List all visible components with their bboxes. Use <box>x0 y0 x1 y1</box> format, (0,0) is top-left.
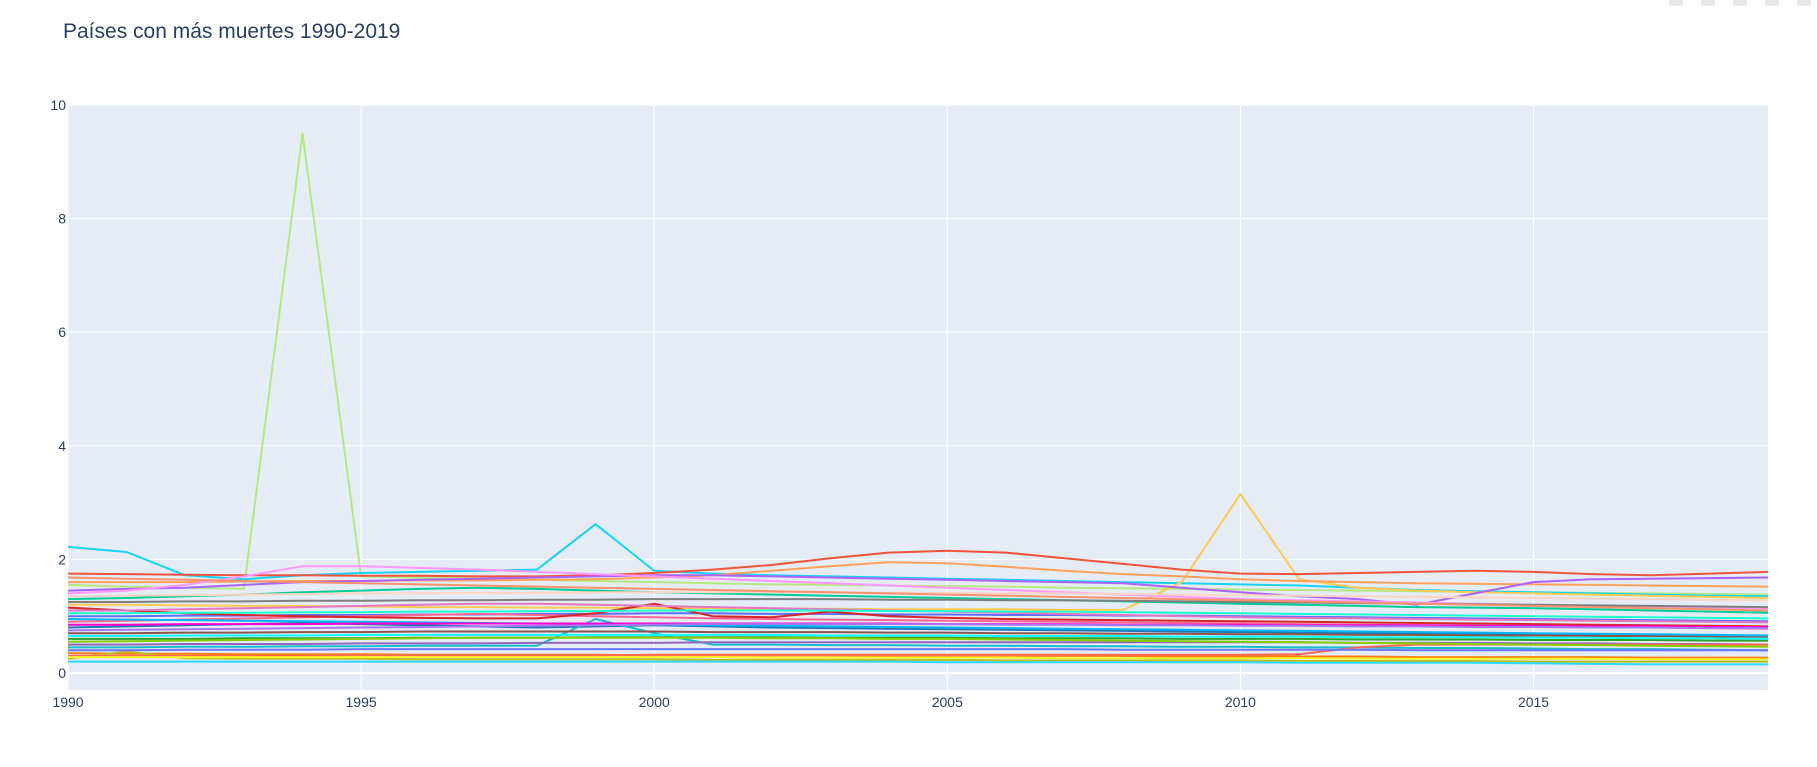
series-line-23[interactable] <box>68 648 1768 652</box>
series-line-11[interactable] <box>67 602 1769 628</box>
pan-icon[interactable] <box>1733 0 1747 6</box>
series-line-25[interactable] <box>67 591 1769 602</box>
series-line-26[interactable] <box>67 636 1769 648</box>
series-line-17[interactable] <box>68 641 1769 646</box>
camera-icon[interactable] <box>1669 0 1683 6</box>
y-tick-label: 4 <box>58 438 66 454</box>
series-line-4[interactable] <box>67 549 1769 578</box>
series-line-15[interactable] <box>67 652 1768 659</box>
zoom-in-icon[interactable] <box>1765 0 1779 6</box>
x-tick-label: 2010 <box>1225 694 1256 710</box>
y-tick-label: 2 <box>58 551 66 567</box>
x-tick-label: 1990 <box>52 694 83 710</box>
zoom-out-icon[interactable] <box>1797 0 1811 6</box>
chart-title: Países con más muertes 1990-2019 <box>63 20 401 43</box>
series-line-9[interactable] <box>68 612 1769 623</box>
series-line-14[interactable] <box>68 618 1769 652</box>
zoom-icon[interactable] <box>1701 0 1715 6</box>
y-axis: 0 2 4 6 8 10 <box>50 97 66 681</box>
series-line-6[interactable] <box>67 574 1769 606</box>
plot-area <box>68 105 1768 690</box>
y-tick-label: 8 <box>58 211 66 227</box>
modebar-toolbar[interactable] <box>1596 0 1817 8</box>
y-tick-label: 0 <box>58 665 66 681</box>
series-layer <box>67 132 1769 666</box>
series-line-32[interactable] <box>68 609 1769 620</box>
y-tick-label: 6 <box>58 324 66 340</box>
series-line-29[interactable] <box>68 633 1769 640</box>
series-line-8[interactable] <box>67 586 1769 614</box>
series-line-28[interactable] <box>67 576 1769 612</box>
series-line-24[interactable] <box>68 660 1768 666</box>
y-tick-label: 10 <box>50 97 66 113</box>
series-line-30[interactable] <box>68 656 1768 661</box>
x-tick-label: 2015 <box>1518 694 1549 710</box>
x-tick-label: 1995 <box>346 694 377 710</box>
series-line-21[interactable] <box>67 618 1769 637</box>
x-axis: 1990 1995 2000 2005 2010 2015 <box>52 694 1549 710</box>
series-line-19[interactable] <box>68 630 1768 638</box>
series-line-31[interactable] <box>67 623 1768 632</box>
x-tick-label: 2000 <box>639 694 670 710</box>
series-line-16[interactable] <box>67 650 1768 663</box>
x-tick-label: 2005 <box>932 694 963 710</box>
